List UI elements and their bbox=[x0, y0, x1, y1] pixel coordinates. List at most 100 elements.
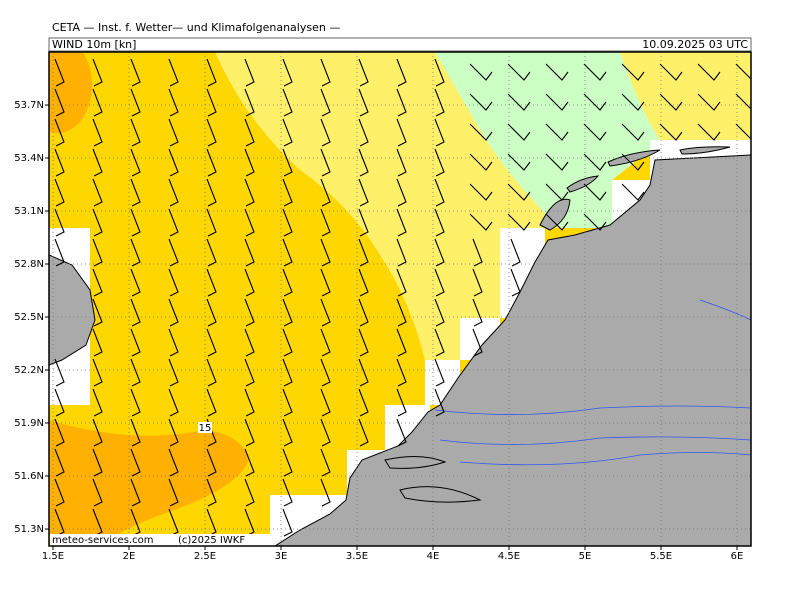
wind-barb bbox=[358, 58, 369, 87]
lon-label: 4E bbox=[427, 551, 440, 562]
wind-barb bbox=[735, 123, 751, 140]
lon-label: 3E bbox=[275, 551, 288, 562]
lat-label: 53.7N bbox=[14, 100, 44, 111]
wind-barb bbox=[168, 148, 179, 177]
wind-barb bbox=[434, 208, 445, 237]
wind-barb bbox=[206, 208, 217, 237]
wind-barb bbox=[545, 153, 569, 171]
lon-label: 1.5E bbox=[42, 551, 64, 562]
wind-barb bbox=[282, 358, 293, 387]
wind-barb bbox=[621, 183, 645, 201]
wind-barb bbox=[282, 418, 293, 447]
wind-barb bbox=[206, 118, 217, 147]
wind-barb bbox=[659, 123, 683, 141]
lon-label: 2E bbox=[123, 551, 136, 562]
lat-label: 51.3N bbox=[14, 524, 44, 535]
axis-ticks: 53.7N 53.4N 53.1N 52.8N 52.5N 52.2N 51.9N 51.6N… bbox=[14, 100, 743, 562]
wind-barb bbox=[621, 63, 645, 81]
wind-barb bbox=[168, 208, 179, 237]
wind-barb bbox=[168, 88, 179, 117]
wind-barb bbox=[54, 238, 65, 267]
wind-barb bbox=[206, 478, 217, 507]
wind-barb bbox=[206, 358, 217, 387]
wind-barb bbox=[168, 118, 179, 147]
wind-barb bbox=[545, 123, 569, 141]
wind-barb bbox=[320, 448, 331, 477]
wind-barb bbox=[735, 93, 751, 110]
wind-barb bbox=[244, 418, 255, 447]
wind-barb bbox=[434, 238, 445, 267]
wind-barb bbox=[659, 93, 683, 111]
wind-barb bbox=[697, 93, 721, 111]
wind-barb bbox=[130, 178, 141, 207]
map-frame bbox=[48, 51, 752, 547]
wind-barb bbox=[54, 478, 65, 507]
wind-barb bbox=[358, 418, 369, 447]
graticule bbox=[49, 52, 751, 546]
wind-barb bbox=[206, 388, 217, 417]
wind-barb bbox=[621, 93, 645, 111]
lat-label: 53.1N bbox=[14, 206, 44, 217]
wind-barb bbox=[54, 388, 65, 417]
wind-barb bbox=[697, 63, 721, 81]
wind-barb bbox=[320, 208, 331, 237]
wind-barb bbox=[168, 448, 179, 477]
wind-barb bbox=[320, 148, 331, 177]
wind-barb bbox=[434, 358, 445, 387]
lon-label: 5.5E bbox=[650, 551, 672, 562]
lat-label: 52.5N bbox=[14, 312, 44, 323]
wind-barb bbox=[472, 238, 483, 267]
wind-barb bbox=[168, 238, 179, 267]
wind-barb bbox=[92, 238, 103, 267]
wind-barb bbox=[54, 88, 65, 117]
wind-barb bbox=[320, 388, 331, 417]
wind-barb bbox=[358, 178, 369, 207]
wind-barb bbox=[282, 268, 293, 297]
wind-barb bbox=[130, 478, 141, 507]
wind-barb bbox=[244, 358, 255, 387]
wind-barb bbox=[320, 238, 331, 267]
wind-barb bbox=[507, 123, 531, 141]
wind-barb bbox=[282, 178, 293, 207]
wind-barb bbox=[54, 448, 65, 477]
lon-label: 3.5E bbox=[346, 551, 368, 562]
wind-barb bbox=[735, 63, 751, 80]
wind-barb bbox=[282, 448, 293, 477]
wind-barb bbox=[282, 58, 293, 87]
wind-barb bbox=[434, 328, 445, 357]
wind-barb bbox=[510, 268, 521, 297]
header-box bbox=[48, 37, 752, 52]
wind-barb bbox=[92, 88, 103, 117]
wind-barb bbox=[282, 328, 293, 357]
wind-barb bbox=[320, 118, 331, 147]
valid-time: 10.09.2025 03 UTC bbox=[642, 38, 748, 51]
wind-barb bbox=[469, 153, 493, 171]
wind-barb bbox=[396, 328, 407, 357]
wind-barb bbox=[507, 153, 531, 171]
wind-barb bbox=[244, 148, 255, 177]
wind-barb bbox=[54, 118, 65, 147]
map-area: 15 meteo-services.com (c)2025 IWKF bbox=[49, 52, 751, 546]
wind-barb bbox=[130, 298, 141, 327]
wind-barb bbox=[469, 183, 493, 201]
wind-barb bbox=[396, 298, 407, 327]
wind-barb bbox=[469, 213, 493, 231]
wind-barb bbox=[282, 208, 293, 237]
lon-label: 6E bbox=[731, 551, 744, 562]
lon-label: 2.5E bbox=[194, 551, 216, 562]
land bbox=[49, 154, 751, 546]
wind-barb bbox=[621, 153, 645, 171]
lat-label: 53.4N bbox=[14, 153, 44, 164]
wind-barb bbox=[244, 238, 255, 267]
wind-barb bbox=[92, 388, 103, 417]
wind-barb bbox=[358, 328, 369, 357]
wind-barb bbox=[358, 238, 369, 267]
wind-barb bbox=[320, 58, 331, 87]
lon-label: 4.5E bbox=[498, 551, 520, 562]
wind-barb bbox=[206, 298, 217, 327]
wind-barb bbox=[358, 388, 369, 417]
wind-barb bbox=[168, 478, 179, 507]
header-title: CETA — Inst. f. Wetter— und Klimafolgena… bbox=[52, 21, 340, 34]
lon-label: 5E bbox=[579, 551, 592, 562]
wind-barb bbox=[320, 298, 331, 327]
